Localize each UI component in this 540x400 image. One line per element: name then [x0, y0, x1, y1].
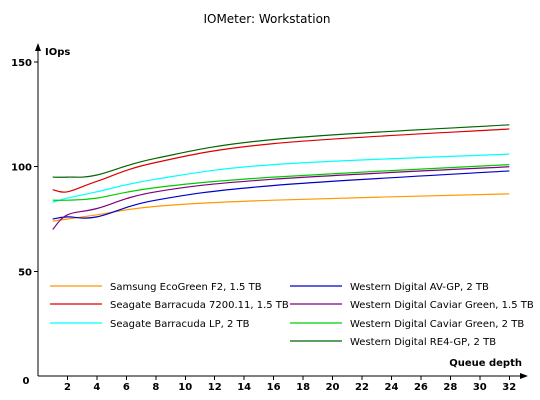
series-line-7 — [52, 124, 510, 178]
legend-item: Western Digital Caviar Green, 2 TB — [290, 319, 524, 330]
y-tick-label: 50 — [18, 267, 32, 278]
y-tick-label: 150 — [11, 58, 32, 69]
x-tick-label: 20 — [326, 382, 340, 393]
legend-item: Seagate Barracuda 7200.11, 1.5 TB — [50, 300, 289, 311]
legend-label: Western Digital Caviar Green, 1.5 TB — [350, 300, 534, 311]
legend-item: Seagate Barracuda LP, 2 TB — [50, 319, 250, 330]
legend: Samsung EcoGreen F2, 1.5 TB Seagate Barra… — [50, 282, 534, 348]
x-tick-label: 4 — [93, 382, 100, 393]
x-tick-label: 26 — [414, 382, 428, 393]
x-tick-label: 18 — [296, 382, 310, 393]
x-tick-label: 6 — [123, 382, 130, 393]
legend-item: Western Digital RE4-GP, 2 TB — [290, 337, 496, 348]
x-tick-label: 28 — [443, 382, 457, 393]
legend-item: Western Digital AV-GP, 2 TB — [290, 282, 489, 293]
series-line-2 — [52, 128, 510, 193]
x-tick-label: 12 — [208, 382, 222, 393]
x-ticks: 2 4 6 8 10 12 14 16 18 20 22 24 26 28 30 32 — [64, 376, 516, 393]
legend-label: Seagate Barracuda LP, 2 TB — [110, 319, 250, 330]
series-line-5 — [52, 166, 510, 230]
x-tick-label: 10 — [178, 382, 192, 393]
x-axis-arrow — [520, 373, 528, 379]
legend-label: Western Digital Caviar Green, 2 TB — [350, 319, 524, 330]
axes: IOps Queue depth 0 — [23, 43, 528, 387]
series-lines — [52, 124, 510, 230]
y-tick-label: 100 — [11, 163, 32, 174]
legend-label: Samsung EcoGreen F2, 1.5 TB — [110, 282, 262, 293]
legend-item: Western Digital Caviar Green, 1.5 TB — [290, 300, 534, 311]
chart-title: IOMeter: Workstation — [203, 12, 330, 26]
legend-item: Samsung EcoGreen F2, 1.5 TB — [50, 282, 262, 293]
x-tick-label: 8 — [152, 382, 159, 393]
legend-label: Western Digital AV-GP, 2 TB — [350, 282, 489, 293]
series-line-6 — [52, 164, 510, 201]
series-line-1 — [52, 193, 510, 222]
legend-label: Western Digital RE4-GP, 2 TB — [350, 337, 496, 348]
x-tick-label: 2 — [64, 382, 71, 393]
x-tick-label: 16 — [267, 382, 281, 393]
x-axis-label: Queue depth — [449, 358, 522, 369]
y-ticks: 50 100 150 — [11, 58, 38, 278]
x-tick-label: 30 — [473, 382, 487, 393]
x-tick-label: 32 — [502, 382, 516, 393]
x-tick-label: 24 — [384, 382, 398, 393]
origin-label: 0 — [23, 376, 30, 387]
y-axis-label: IOps — [45, 47, 70, 58]
x-tick-label: 14 — [237, 382, 251, 393]
series-line-4 — [52, 170, 510, 220]
series-line-3 — [52, 153, 510, 203]
legend-label: Seagate Barracuda 7200.11, 1.5 TB — [110, 300, 289, 311]
y-axis-arrow — [35, 43, 41, 51]
x-tick-label: 22 — [355, 382, 369, 393]
